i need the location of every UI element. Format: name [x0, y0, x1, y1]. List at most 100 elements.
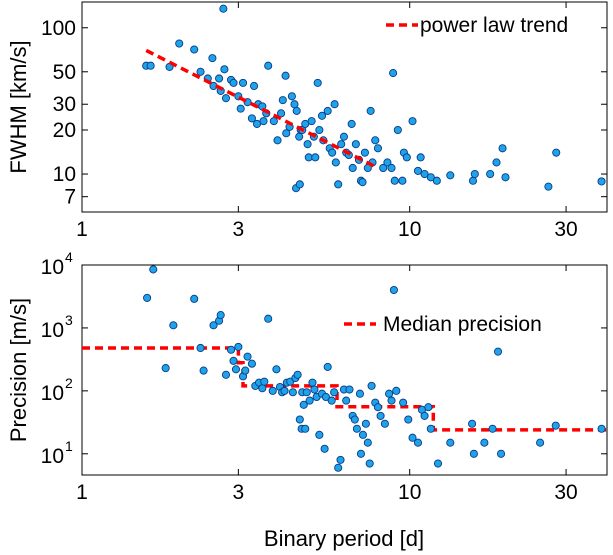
precision-data-point	[227, 345, 236, 354]
precision-data-point	[376, 411, 385, 420]
precision-data-point	[536, 438, 545, 447]
fwhm-data-point	[307, 117, 316, 126]
precision-data-point	[358, 430, 368, 439]
precision-y-tick-exponent: 4	[65, 249, 73, 265]
precision-legend: Median precision	[344, 313, 542, 336]
fwhm-data-point	[313, 78, 322, 87]
precision-data-point	[365, 459, 374, 468]
fwhm-y-tick-label: 50	[53, 61, 76, 84]
precision-data-point	[446, 438, 455, 447]
precision-data-point	[433, 459, 443, 468]
fwhm-data-point	[330, 100, 339, 109]
fwhm-data-point	[597, 177, 606, 186]
fwhm-data-point	[339, 132, 348, 141]
fwhm-data-point	[315, 125, 324, 135]
fwhm-data-point	[238, 78, 248, 87]
fwhm-data-point	[358, 178, 367, 187]
precision-data-point	[493, 347, 503, 356]
fwhm-data-point	[146, 61, 155, 70]
precision-data-point	[350, 415, 359, 424]
fwhm-y-tick-label: 7	[64, 186, 76, 209]
precision-data-point	[241, 366, 250, 375]
precision-data-point	[424, 403, 433, 412]
precision-data-point	[190, 294, 199, 303]
fwhm-data-point	[426, 173, 435, 182]
fwhm-data-point	[328, 148, 337, 157]
fwhm-data-point	[334, 180, 343, 189]
fwhm-trend-line	[145, 48, 379, 170]
precision-data-point	[305, 396, 314, 405]
fwhm-data-point	[347, 119, 356, 128]
precision-data-point	[302, 388, 311, 397]
precision-data-point	[280, 386, 289, 395]
fwhm-data-point	[331, 158, 340, 167]
fwhm-data-point	[552, 148, 561, 157]
precision-data-point	[469, 449, 478, 458]
precision-data-point	[293, 370, 302, 379]
fwhm-data-point	[498, 144, 507, 153]
precision-y-tick-label: 10	[41, 382, 64, 405]
fwhm-scatter-points	[142, 4, 606, 193]
fwhm-data-point	[196, 67, 205, 76]
precision-median-step-line	[82, 346, 607, 432]
fwhm-data-point	[295, 180, 304, 189]
precision-data-point	[392, 386, 401, 395]
precision-data-point	[385, 389, 394, 398]
precision-median-step-path	[82, 346, 607, 432]
fwhm-y-tick-label: 10	[53, 163, 76, 186]
fwhm-data-point	[282, 129, 291, 138]
fwhm-data-point	[264, 61, 273, 70]
fwhm-data-point	[379, 163, 388, 173]
precision-data-point	[356, 449, 366, 458]
precision-data-point	[488, 424, 497, 433]
precision-y-tick-exponent: 1	[65, 438, 73, 454]
fwhm-data-point	[432, 176, 441, 185]
precision-y-tick-exponent: 2	[65, 375, 73, 391]
precision-data-point	[355, 389, 365, 398]
precision-data-point	[480, 438, 489, 447]
fwhm-data-point	[215, 74, 224, 83]
precision-data-point	[363, 438, 372, 447]
fwhm-data-point	[269, 117, 278, 126]
fwhm-data-point	[303, 140, 312, 149]
precision-data-point	[413, 438, 423, 447]
precision-data-point	[272, 365, 281, 374]
fwhm-data-point	[247, 114, 256, 123]
precision-data-point	[268, 386, 277, 395]
precision-data-point	[209, 321, 218, 330]
precision-data-point	[468, 419, 477, 428]
precision-data-point	[258, 384, 267, 393]
fwhm-trend-path	[145, 48, 379, 170]
precision-data-point	[334, 463, 343, 472]
fwhm-data-point	[290, 100, 299, 109]
fwhm-data-point	[413, 166, 423, 175]
fwhm-data-point	[398, 176, 407, 185]
precision-x-axis: 1 3 10 30	[76, 265, 578, 504]
precision-data-point	[310, 385, 319, 394]
fwhm-data-point	[383, 158, 392, 167]
fwhm-data-point	[323, 106, 332, 115]
precision-data-point	[373, 403, 382, 412]
precision-data-point	[288, 388, 297, 397]
fwhm-data-point	[311, 153, 320, 162]
fwhm-data-point	[190, 45, 199, 54]
precision-data-point	[243, 352, 252, 361]
precision-legend-label: Median precision	[383, 313, 542, 336]
fwhm-data-point	[229, 78, 238, 87]
precision-data-point	[408, 433, 417, 442]
fwhm-data-point	[175, 39, 184, 48]
fwhm-data-point	[393, 125, 402, 135]
fwhm-data-point	[250, 81, 259, 91]
fwhm-data-point	[544, 182, 553, 191]
precision-data-point	[367, 381, 376, 390]
fwhm-plot-frame	[81, 1, 608, 213]
precision-data-point	[143, 293, 152, 302]
precision-data-point	[196, 343, 205, 353]
precision-x-tick-label: 1	[76, 481, 88, 504]
precision-data-point	[299, 400, 308, 409]
precision-data-point	[327, 396, 336, 405]
precision-data-point	[426, 424, 435, 433]
